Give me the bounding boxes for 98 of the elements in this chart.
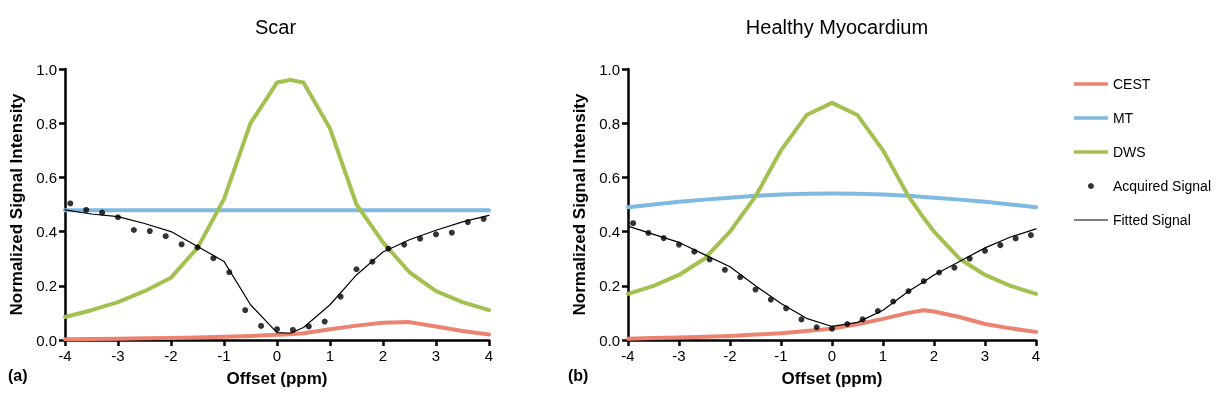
x-axis-title: Offset (ppm) — [226, 369, 328, 388]
x-tick-label: 4 — [484, 347, 494, 364]
y-tick-label: 0.4 — [599, 223, 620, 241]
legend-label: MT — [1112, 110, 1134, 126]
x-tick-label: 1 — [325, 347, 335, 364]
y-tick-label: 1.0 — [599, 60, 620, 78]
chart-title: Healthy Myocardium — [745, 16, 929, 38]
point — [874, 308, 881, 314]
x-axis-title: Offset (ppm) — [781, 369, 883, 388]
x-tick-label: 3 — [431, 347, 441, 364]
point — [951, 264, 958, 271]
y-tick-label: 0.8 — [599, 114, 620, 132]
point — [433, 231, 439, 238]
legend-label: Fitted Signal — [1112, 212, 1191, 228]
x-tick-label: 3 — [980, 347, 990, 364]
point — [242, 307, 249, 314]
point — [1012, 235, 1019, 242]
point — [258, 322, 265, 329]
x-tick-label: -1 — [217, 347, 231, 364]
x-tick-label: 0 — [272, 347, 282, 364]
point — [783, 305, 790, 312]
point — [905, 288, 912, 295]
legend-label: Acquired Signal — [1112, 178, 1211, 194]
y-tick-label: 0.8 — [36, 114, 57, 132]
point — [691, 248, 698, 255]
point — [767, 296, 774, 303]
point — [844, 321, 851, 328]
y-tick-label: 0.2 — [36, 277, 57, 295]
point — [645, 229, 652, 236]
point — [737, 274, 744, 281]
y-tick-label: 0.4 — [36, 223, 57, 241]
point — [178, 241, 185, 248]
legend-label: CEST — [1112, 76, 1151, 92]
y-tick-label: 0.0 — [599, 331, 620, 349]
legend-label: DWS — [1112, 144, 1146, 160]
point — [920, 278, 927, 285]
point — [274, 326, 280, 333]
point — [130, 226, 137, 233]
point — [997, 242, 1004, 249]
point — [752, 286, 759, 293]
point — [337, 293, 344, 300]
text: (b) — [568, 366, 589, 384]
point — [162, 233, 169, 240]
point — [706, 256, 713, 263]
x-tick-label: -3 — [672, 347, 686, 364]
point — [1027, 232, 1034, 239]
point — [829, 325, 835, 332]
x-tick-label: -3 — [111, 347, 125, 364]
point — [305, 323, 312, 330]
line-series — [626, 100, 1038, 296]
x-tick-label: -2 — [164, 347, 178, 364]
x-tick-label: 2 — [378, 347, 388, 364]
point — [210, 255, 217, 262]
point — [676, 241, 682, 248]
y-tick-label: 0.0 — [36, 331, 57, 349]
point — [401, 241, 408, 248]
text: (a) — [8, 366, 28, 384]
point — [813, 324, 820, 331]
y-axis-title: Normalized Signal Intensity — [7, 92, 26, 316]
x-tick-label: 0 — [827, 347, 837, 364]
point — [660, 235, 667, 242]
x-tick-label: 1 — [878, 347, 888, 364]
point — [982, 247, 988, 254]
x-tick-label: -4 — [621, 347, 635, 364]
y-tick-label: 0.6 — [599, 168, 620, 186]
y-axis-title: Normalized Signal Intensity — [570, 92, 589, 316]
point — [630, 220, 637, 227]
point — [83, 206, 90, 213]
point — [289, 326, 296, 333]
point — [417, 235, 424, 242]
chart-title: Scar — [254, 16, 297, 38]
point — [67, 200, 74, 207]
point — [385, 245, 392, 252]
point — [859, 316, 866, 323]
y-tick-label: 0.6 — [36, 168, 57, 186]
point — [798, 316, 805, 323]
y-tick-label: 1.0 — [36, 60, 57, 78]
x-tick-label: -2 — [723, 347, 737, 364]
y-tick-label: 0.2 — [599, 277, 620, 295]
x-tick-label: -1 — [774, 347, 788, 364]
line-series — [626, 191, 1038, 210]
point — [936, 269, 943, 276]
point — [146, 228, 153, 235]
point — [480, 215, 487, 222]
point — [99, 209, 106, 216]
point — [721, 266, 728, 273]
point — [464, 219, 471, 226]
point — [966, 255, 973, 262]
x-tick-label: -4 — [58, 347, 72, 364]
point — [369, 258, 376, 265]
point — [890, 298, 897, 305]
point — [353, 266, 360, 273]
x-tick-label: 2 — [929, 347, 939, 364]
x-tick-label: 4 — [1031, 347, 1041, 364]
line-series — [63, 77, 491, 319]
point — [448, 229, 455, 236]
point — [226, 269, 233, 276]
point — [115, 214, 121, 221]
